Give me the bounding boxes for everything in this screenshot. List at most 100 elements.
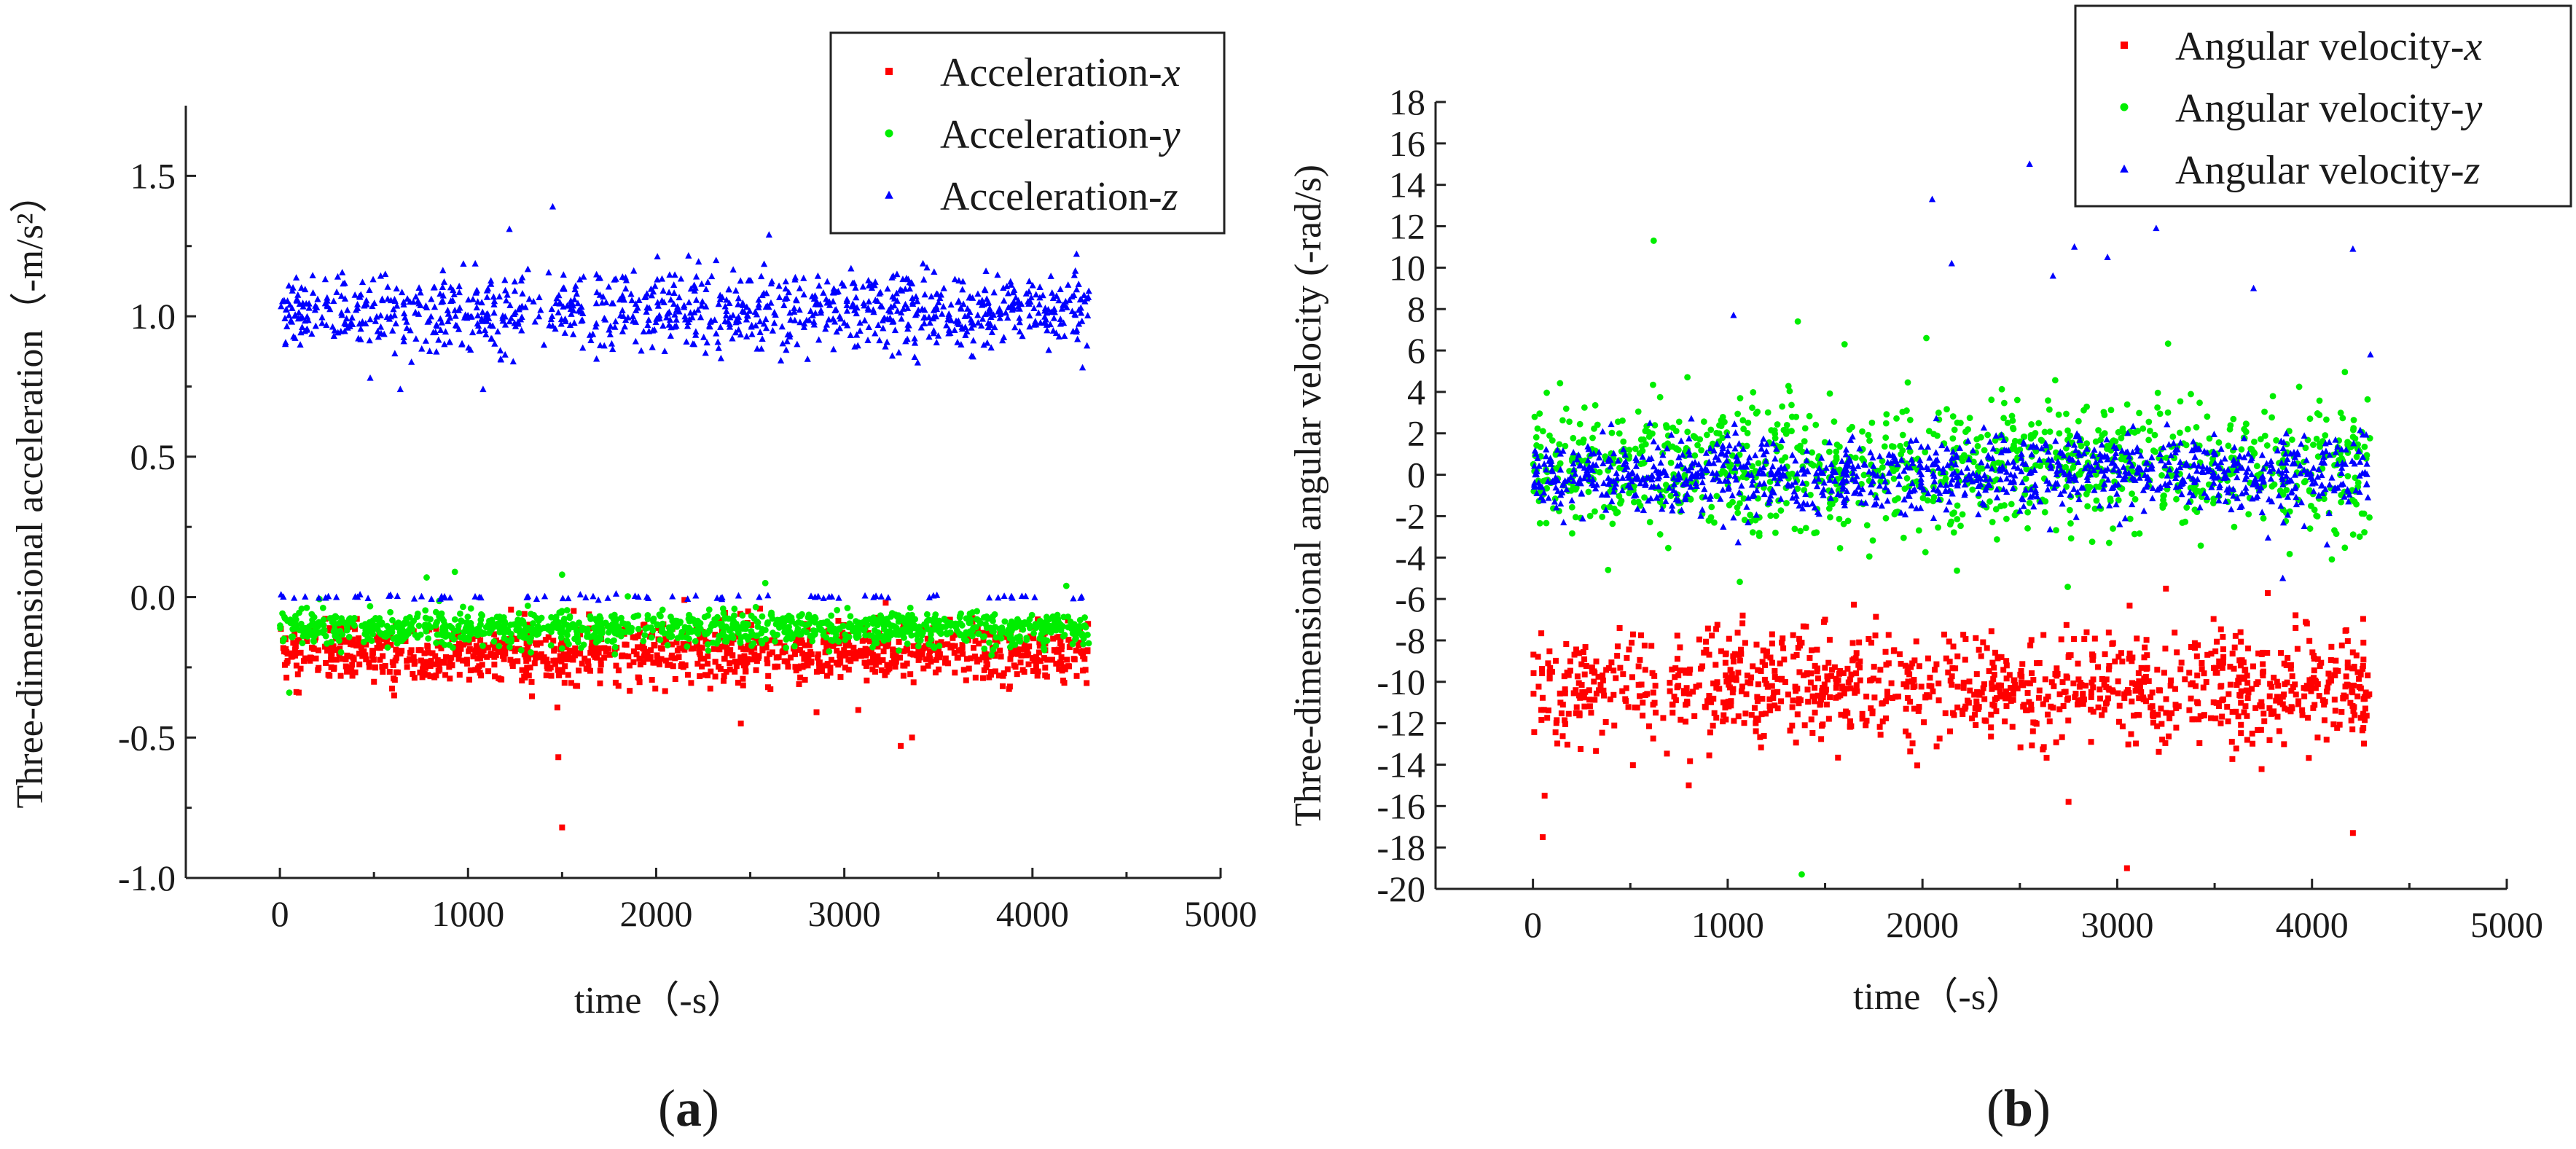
data-point (1760, 647, 1766, 654)
series-y (277, 568, 1092, 696)
x-tick-label: 4000 (2276, 904, 2349, 945)
data-point (2173, 495, 2180, 503)
data-point (2355, 675, 2362, 682)
data-point (478, 611, 485, 618)
data-point (1845, 679, 1852, 686)
data-point (824, 661, 831, 667)
data-point (356, 591, 364, 597)
data-point (1989, 680, 1995, 686)
data-point (471, 592, 479, 600)
data-point (2235, 678, 2242, 684)
data-point (780, 648, 786, 654)
data-point (438, 318, 445, 326)
data-point (807, 632, 814, 640)
data-point (477, 616, 485, 624)
data-point (438, 298, 445, 305)
data-point (369, 275, 377, 283)
data-point (1824, 673, 1831, 680)
data-point (697, 655, 704, 662)
data-point (2360, 663, 2366, 670)
data-point (826, 648, 833, 655)
data-point (2186, 670, 2193, 676)
data-point (412, 293, 420, 300)
data-point (1054, 634, 1060, 640)
data-point (2051, 377, 2059, 384)
data-point (847, 613, 854, 620)
panel-a-acceleration-chart: -1.0-0.50.00.51.01.5 0 1000 2000 3000 4000 50… (9, 31, 1257, 1137)
data-point (893, 651, 899, 657)
data-point (558, 645, 565, 652)
data-point (421, 650, 428, 656)
data-point (936, 654, 943, 661)
data-point (561, 329, 568, 336)
data-point (1084, 680, 1090, 686)
data-point-outlier (559, 824, 565, 831)
data-point (2238, 721, 2244, 728)
data-point (1879, 700, 1885, 707)
data-point (323, 659, 329, 666)
data-point (533, 641, 540, 648)
data-point (351, 656, 357, 662)
data-point (1538, 717, 1545, 723)
data-point (1840, 670, 1847, 676)
data-point (708, 668, 714, 675)
data-point (467, 605, 474, 612)
data-point (2173, 705, 2180, 712)
data-point (827, 664, 834, 671)
data-point (598, 645, 604, 651)
panel-a-legend-label-y: Acceleration-y (940, 112, 1181, 157)
data-point (702, 286, 710, 292)
data-point (925, 616, 932, 624)
data-point (1614, 653, 1621, 659)
data-point (688, 646, 694, 652)
data-point (705, 672, 711, 679)
data-point (1966, 415, 1973, 422)
data-point (699, 663, 705, 670)
data-point (686, 616, 694, 623)
data-point (864, 306, 872, 313)
data-point (2168, 677, 2174, 683)
data-point (692, 272, 700, 280)
data-point (670, 281, 678, 288)
data-point (649, 343, 656, 350)
data-point (584, 633, 590, 640)
data-point (1811, 698, 1817, 705)
data-point (1871, 664, 1877, 670)
data-point (1579, 689, 1586, 696)
data-point (980, 341, 987, 348)
data-point (2299, 707, 2306, 713)
data-point (552, 325, 559, 332)
data-point (830, 345, 837, 353)
data-point (2090, 676, 2097, 683)
data-point (2188, 644, 2194, 651)
data-point (1030, 321, 1038, 328)
data-point (1545, 707, 1551, 714)
data-point (400, 334, 407, 340)
data-point (2123, 401, 2131, 408)
data-point (1057, 640, 1064, 646)
data-point (2334, 725, 2341, 732)
data-point (596, 613, 603, 620)
data-point (2353, 652, 2360, 659)
data-point (900, 672, 907, 679)
data-point (2145, 436, 2153, 444)
data-point (349, 640, 356, 647)
data-point (732, 620, 740, 627)
data-point (985, 594, 993, 601)
data-point (599, 293, 607, 300)
data-point (820, 289, 827, 296)
data-point (1578, 745, 1584, 752)
data-point (1844, 665, 1851, 672)
data-point (525, 295, 533, 302)
data-point (2141, 678, 2148, 685)
data-point (1884, 689, 1890, 695)
data-point (819, 667, 826, 674)
data-point (1070, 291, 1078, 299)
data-point (994, 271, 1001, 278)
data-point (501, 276, 509, 283)
data-point (2282, 705, 2288, 712)
data-point (452, 321, 460, 329)
data-point (2029, 670, 2035, 677)
data-point (1583, 663, 1589, 670)
data-point (1085, 287, 1092, 294)
